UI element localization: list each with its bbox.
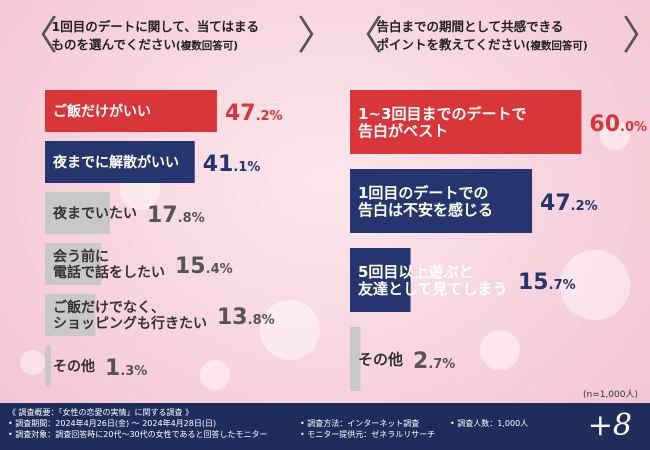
bar-label-0-4: ご飯だけでなく、ショッピングも行きたい xyxy=(53,299,207,332)
value-label-0-1: 41.1% xyxy=(203,152,261,177)
bar-label-0-3: 会う前に電話で話をしたい xyxy=(53,248,165,281)
bar-charts: ご飯だけがいい 47.2% 夜までに解散がいい 41.1% 夜までいたい 17.8% 会う前… xyxy=(45,90,647,391)
bar-0-0 xyxy=(45,90,217,132)
value-label-0-3: 15.4% xyxy=(175,254,233,279)
value-label-1-0: 60.0% xyxy=(589,112,647,137)
bar-1-1 xyxy=(350,169,533,233)
bar-1-2 xyxy=(350,248,411,312)
left-question-line2: ものを選んでください xyxy=(51,36,176,52)
bar-0-4 xyxy=(45,294,96,336)
bar-1-0 xyxy=(350,90,582,154)
bar-0-1 xyxy=(45,141,195,183)
sample-size-note: (n=1,000人) xyxy=(582,390,638,400)
right-question-line2: ポイントを教えてください xyxy=(376,36,526,52)
right-panel: 〈 告白までの期間として共感できる ポイントを教えてください(複数回答可) 〉 xyxy=(325,0,650,398)
bar-0-2 xyxy=(45,192,110,234)
bar-label-1-0: 1~3回目までのデートで告白がベスト xyxy=(358,105,526,140)
right-question-note: (複数回答可) xyxy=(525,39,588,52)
bar-label-0-1: 夜までに解散がいい xyxy=(52,154,179,171)
left-question-line1: 1回目のデートに関して、当てはまる xyxy=(51,18,259,34)
survey-footer: 《 調査概要：「女性の恋愛の実情」に関する調査 》 • 調査期間：2024年4月… xyxy=(0,403,650,450)
value-label-0-5: 1.3% xyxy=(105,356,147,381)
right-question: 告白までの期間として共感できる ポイントを教えてください(複数回答可) xyxy=(363,18,613,55)
bar-1-3 xyxy=(350,327,361,391)
footer-method: • 調査方法：インターネット調査 xyxy=(300,419,420,428)
bar-0-3 xyxy=(45,243,102,285)
bar-label-0-0: ご飯だけがいい xyxy=(53,103,151,120)
value-label-1-3: 2.7% xyxy=(413,349,455,374)
left-question-note: (複数回答可) xyxy=(175,39,238,52)
bar-0-5 xyxy=(45,345,51,387)
bar-label-1-2: 5回目以上遊ぶと友達として見てしまう xyxy=(358,263,508,298)
brand-logo: +8 xyxy=(587,408,632,443)
bar-label-1-3: その他 xyxy=(358,350,403,368)
value-label-0-4: 13.8% xyxy=(217,305,275,330)
value-label-1-1: 47.2% xyxy=(540,191,598,216)
value-label-0-2: 17.8% xyxy=(147,203,205,228)
bar-label-0-5: その他 xyxy=(53,358,95,375)
left-question: 1回目のデートに関して、当てはまる ものを選んでください(複数回答可) xyxy=(38,18,288,55)
footer-title: 《 調査概要：「女性の恋愛の実情」に関する調査 》 xyxy=(8,408,194,417)
footer-count: • 調査人数：1,000人 xyxy=(450,419,529,428)
value-label-1-2: 15.7% xyxy=(518,270,576,295)
right-question-line1: 告白までの期間として共感できる xyxy=(376,18,564,34)
bar-label-0-2: 夜までいたい xyxy=(52,205,137,222)
footer-period: • 調査期間：2024年4月26日(金) ～ 2024年4月28日(日) xyxy=(8,419,217,428)
footer-provider: • モニター提供元：ゼネラルリサーチ xyxy=(300,430,436,439)
value-label-0-0: 47.2% xyxy=(225,101,283,126)
bar-label-1-1: 1回目のデートでの告白は不安を感じる xyxy=(358,184,493,219)
footer-target: • 調査対象：調査回答時に20代～30代の女性であると回答したモニター xyxy=(8,430,268,439)
